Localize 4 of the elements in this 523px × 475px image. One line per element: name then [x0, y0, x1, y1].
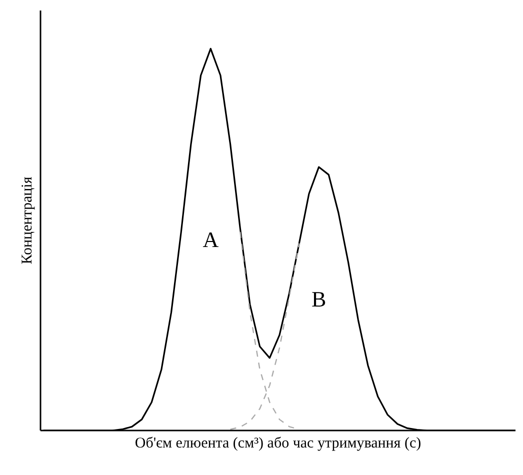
annotation: A — [202, 227, 219, 252]
annotation: B — [311, 286, 326, 312]
x-axis-title: Об'єм елюента (см³) або час утримування (с) — [134, 436, 422, 452]
y-axis-title: Концентрація — [20, 176, 36, 264]
